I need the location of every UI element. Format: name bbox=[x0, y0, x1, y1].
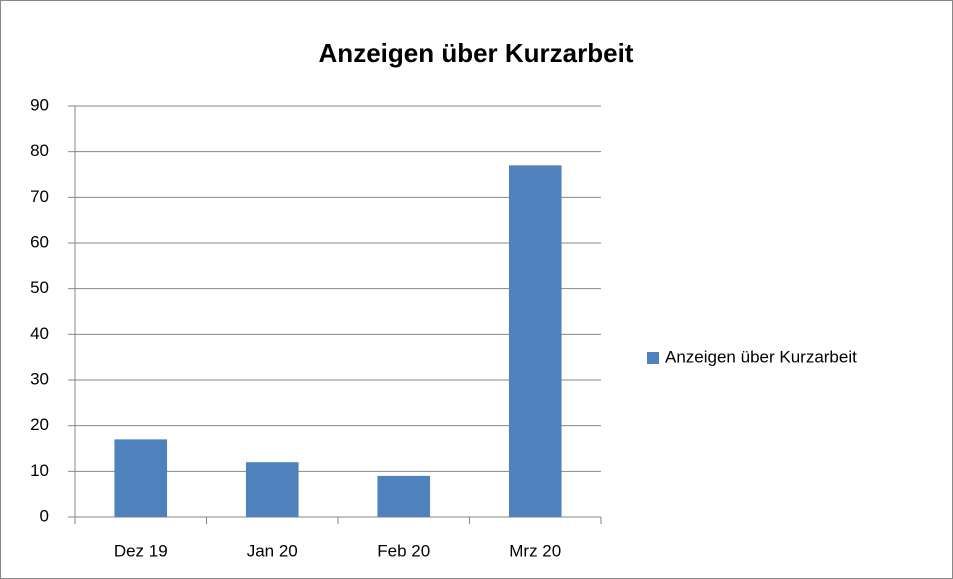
y-tick-label: 70 bbox=[30, 187, 49, 206]
y-tick-label: 80 bbox=[30, 141, 49, 160]
y-tick-label: 20 bbox=[30, 415, 49, 434]
legend-label: Anzeigen über Kurzarbeit bbox=[665, 347, 857, 366]
x-tick-label: Mrz 20 bbox=[509, 541, 561, 560]
legend-swatch bbox=[647, 352, 659, 364]
y-tick-label: 0 bbox=[40, 506, 49, 525]
y-tick-label: 30 bbox=[30, 369, 49, 388]
bar bbox=[377, 475, 431, 517]
bar bbox=[508, 165, 562, 517]
y-tick-label: 10 bbox=[30, 461, 49, 480]
y-tick-label: 40 bbox=[30, 324, 49, 343]
x-tick-label: Feb 20 bbox=[377, 541, 430, 560]
y-tick-label: 60 bbox=[30, 232, 49, 251]
x-tick-label: Jan 20 bbox=[247, 541, 298, 560]
y-tick-label: 50 bbox=[30, 278, 49, 297]
y-tick-label: 90 bbox=[30, 95, 49, 114]
bar bbox=[114, 439, 168, 517]
bar bbox=[245, 462, 299, 517]
x-tick-label: Dez 19 bbox=[114, 541, 168, 560]
chart-title: Anzeigen über Kurzarbeit bbox=[319, 38, 634, 68]
